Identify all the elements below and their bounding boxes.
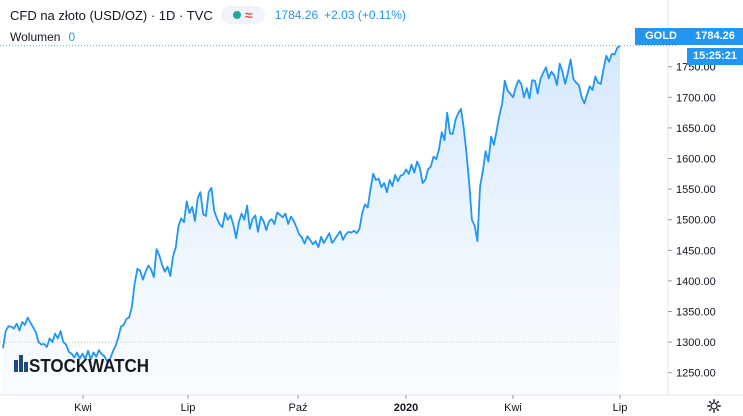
price-tag: 1784.26: [687, 28, 743, 45]
x-tick-label: 2020: [394, 402, 418, 414]
symbol-title[interactable]: CFD na złoto (USD/OZ) · 1D · TVC: [10, 7, 213, 23]
watermark-text: STOCKWATCH: [29, 356, 149, 376]
x-tick-label: Kwi: [504, 402, 522, 414]
x-tick-label: Lip: [181, 402, 196, 414]
y-tick-label: 1450.00: [676, 245, 716, 257]
time-tag: 15:25:21: [687, 48, 743, 65]
y-tick-label: 1600.00: [676, 154, 716, 166]
gear-icon[interactable]: [707, 399, 721, 413]
x-tick-label: Kwi: [74, 402, 92, 414]
y-tick-label: 1300.00: [676, 337, 716, 349]
volume-value: 0: [68, 30, 76, 44]
x-tick-label: Lip: [613, 402, 628, 414]
volume-legend[interactable]: Wolumen 0: [10, 30, 75, 44]
x-tick-label: Paź: [289, 402, 308, 414]
stockwatch-logo: STOCKWATCH: [14, 355, 149, 376]
price-change: +2.03 (+0.11%): [324, 8, 406, 22]
logo-bar: [24, 362, 28, 372]
symbol-tag: GOLD: [635, 28, 687, 45]
y-tick-label: 1550.00: [676, 184, 716, 196]
price-series-line[interactable]: [2, 45, 621, 363]
logo-bar: [14, 360, 18, 372]
y-tick-label: 1700.00: [676, 92, 716, 104]
logo-bar: [19, 355, 23, 372]
y-tick-label: 1500.00: [676, 215, 716, 227]
price-area: [3, 45, 620, 396]
last-price: 1784.26: [274, 8, 319, 22]
y-tick-label: 1400.00: [676, 276, 716, 288]
y-tick-label: 1650.00: [676, 123, 716, 135]
y-tick-label: 1350.00: [676, 307, 716, 319]
chart-legend: CFD na złoto (USD/OZ) · 1D · TVC ≈ 1784.…: [10, 6, 412, 24]
volume-label: Wolumen: [10, 30, 61, 44]
market-open-dot-icon: [232, 11, 241, 19]
wave-icon: ≈: [244, 7, 253, 23]
y-tick-label: 1250.00: [676, 368, 716, 380]
status-pill[interactable]: ≈: [220, 6, 265, 24]
